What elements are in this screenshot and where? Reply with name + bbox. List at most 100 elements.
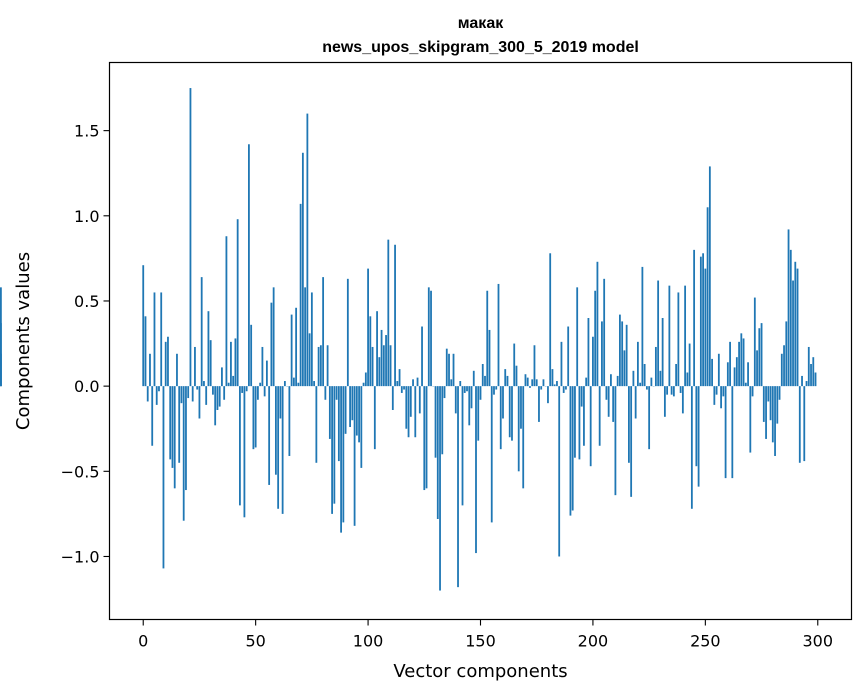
bar-259 [724,386,727,479]
bar-211 [616,375,619,387]
bar-60 [277,386,280,509]
bar-181 [549,253,552,387]
bar-23 [194,346,196,387]
x-tick-label: 0 [138,632,148,651]
bar-238 [677,292,680,387]
bar-252 [708,166,711,387]
bar-174 [533,345,536,387]
bar-58 [272,287,275,387]
bar-169 [522,386,525,489]
bar-265 [738,341,740,387]
chart-title: макак [458,15,504,32]
bar-18 [182,386,185,521]
bar-160 [502,386,504,419]
bar-95 [355,386,358,436]
bar-13 [171,386,174,468]
bar-249 [702,253,704,387]
bar-128 [430,290,432,387]
bar-270 [749,386,752,453]
bar-102 [371,346,374,387]
chart-subtitle: news_upos_skipgram_300_5_2019 model [322,39,639,56]
bar-16 [178,386,181,463]
bar-281 [774,386,776,456]
bar-88 [340,386,342,533]
bar-68 [295,307,298,387]
bar-248 [699,256,702,387]
bar-162 [506,375,509,387]
bar-228 [654,346,657,387]
bar-277 [765,386,767,439]
bar-65 [288,386,291,456]
bar-168 [520,386,522,429]
bar-272 [753,297,756,387]
y-axis-ticks: −1.0 −0.5 0.0 0.5 1.0 1.5 [61,122,110,566]
bar-234 [668,285,671,387]
bar-219 [634,386,637,419]
bar-122 [416,377,419,387]
bar-183 [553,384,556,387]
y-tick-label: 1.5 [74,122,99,141]
bar-17 [180,386,183,404]
bar-108 [385,335,387,387]
bar-175 [535,379,538,387]
bar-287 [787,229,790,387]
bar-276 [762,386,765,422]
bar-173 [531,379,534,387]
bar-208 [610,374,612,387]
bar-140 [457,386,459,588]
bar-50 [254,386,257,448]
bar-72 [304,287,307,387]
bar-115 [400,386,403,393]
bar-131 [436,386,439,519]
bar-90 [344,386,347,434]
bar-103 [373,386,376,450]
bar-286 [785,321,788,387]
bar-246 [695,386,698,467]
bar-89 [342,386,345,523]
bar-216 [628,386,630,463]
bar-204 [601,321,603,387]
bar-176 [538,386,540,422]
bar-178 [542,379,545,387]
bar-282 [776,386,779,424]
bar-166 [515,365,518,387]
bar-145 [468,386,471,426]
x-axis-label: Vector components [393,661,567,682]
bar-75 [310,292,313,387]
bar-112 [394,244,396,387]
bar-82 [326,345,329,387]
y-axis-label: Components values [13,252,34,430]
bar-154 [488,329,491,387]
bar-251 [706,207,709,387]
bar-54 [263,386,266,397]
bar-210 [614,386,617,496]
bar-264 [735,357,738,387]
bar-144 [466,386,468,392]
bar-223 [643,364,646,387]
bar-298 [812,357,815,387]
bar-149 [477,386,480,441]
bar-161 [504,369,507,387]
bar-231 [661,318,664,387]
bar-156 [493,386,495,395]
bar-170 [524,374,527,387]
bar-291 [796,268,799,387]
bar-116 [403,386,405,390]
bar-188 [565,386,567,390]
bar-273 [756,350,758,387]
bar-37 [225,236,228,387]
y-tick-label: 0.5 [74,292,99,311]
bar-244 [690,386,693,509]
bar-136 [448,353,450,387]
bar-295 [805,381,808,387]
bar-278 [767,386,770,402]
bar-247 [697,386,700,487]
bar-268 [744,382,747,387]
bar-266 [740,333,743,387]
bar-47 [248,144,250,387]
bar-36 [223,386,226,400]
bar-107 [382,345,385,387]
bar-52 [259,382,262,387]
bar-81 [324,386,327,400]
